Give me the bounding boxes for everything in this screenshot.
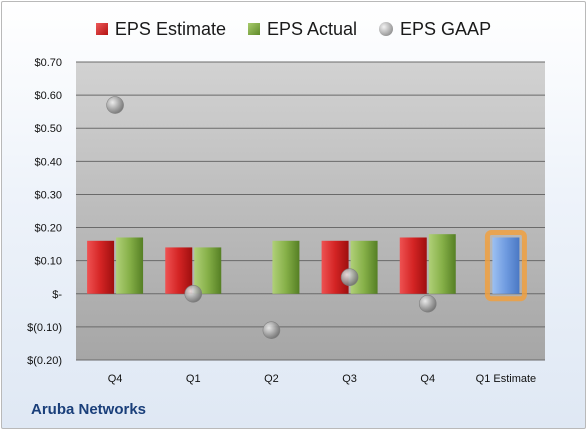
legend-item-estimate: EPS Estimate — [95, 18, 226, 40]
estimate-swatch — [95, 23, 108, 35]
legend: EPS Estimate EPS Actual EPS GAAP — [0, 14, 587, 44]
y-tick-label: $0.20 — [34, 223, 62, 235]
y-tick-label: $0.60 — [34, 90, 62, 102]
plot-area — [76, 62, 545, 360]
actual-swatch — [247, 23, 260, 35]
x-tick-label: Q3 — [342, 373, 357, 385]
y-axis-ticks: $0.70 $0.60 $0.50 $0.40 $0.30 $0.20 $0.10 $- $(0… — [27, 57, 62, 367]
gaap-point — [184, 284, 203, 303]
gaap-point — [262, 321, 281, 340]
gaap-point — [106, 96, 124, 114]
actual-bar — [272, 240, 300, 294]
gaap-point — [340, 268, 359, 287]
estimate-bar — [399, 237, 427, 294]
y-tick-label: $0.70 — [34, 57, 62, 69]
y-tick-label: $(0.10) — [27, 322, 62, 334]
y-tick-label: $0.50 — [34, 123, 62, 135]
actual-bar — [350, 240, 378, 294]
y-tick-label: $0.30 — [34, 189, 62, 201]
x-tick-label: Q4 — [420, 373, 435, 385]
gaap-point — [418, 294, 437, 313]
y-tick-label: $- — [52, 289, 62, 301]
x-tick-label: Q2 — [264, 373, 279, 385]
x-tick-label: Q1 Estimate — [476, 373, 537, 385]
gaap-points — [106, 96, 437, 340]
x-tick-label: Q1 — [186, 373, 201, 385]
gridlines — [76, 61, 545, 361]
x-tick-label: Q4 — [108, 373, 123, 385]
estimate-highlight — [484, 229, 527, 302]
actual-bar — [194, 247, 222, 294]
legend-item-actual: EPS Actual — [247, 18, 358, 40]
legend-gaap-label: EPS GAAP — [400, 18, 492, 39]
y-tick-label: $0.10 — [34, 256, 62, 268]
legend-item-gaap: EPS GAAP — [379, 19, 491, 40]
estimate-bar — [321, 240, 349, 294]
estimate-bar — [165, 247, 193, 294]
legend-actual-label: EPS Actual — [266, 18, 358, 39]
company-name: Aruba Networks — [31, 401, 147, 418]
x-axis-ticks: Q4 Q1 Q2 Q3 Q4 Q1 Estimate — [108, 373, 536, 385]
bars — [87, 229, 527, 302]
gaap-swatch — [379, 22, 394, 36]
actual-bar — [428, 234, 456, 294]
actual-bar — [116, 237, 144, 294]
y-tick-label: $0.40 — [34, 156, 62, 168]
legend-estimate-label: EPS Estimate — [114, 18, 226, 39]
future-estimate-bar — [492, 237, 520, 294]
y-tick-label: $(0.20) — [27, 355, 62, 367]
plot-background — [76, 62, 545, 360]
estimate-bar — [87, 240, 115, 294]
